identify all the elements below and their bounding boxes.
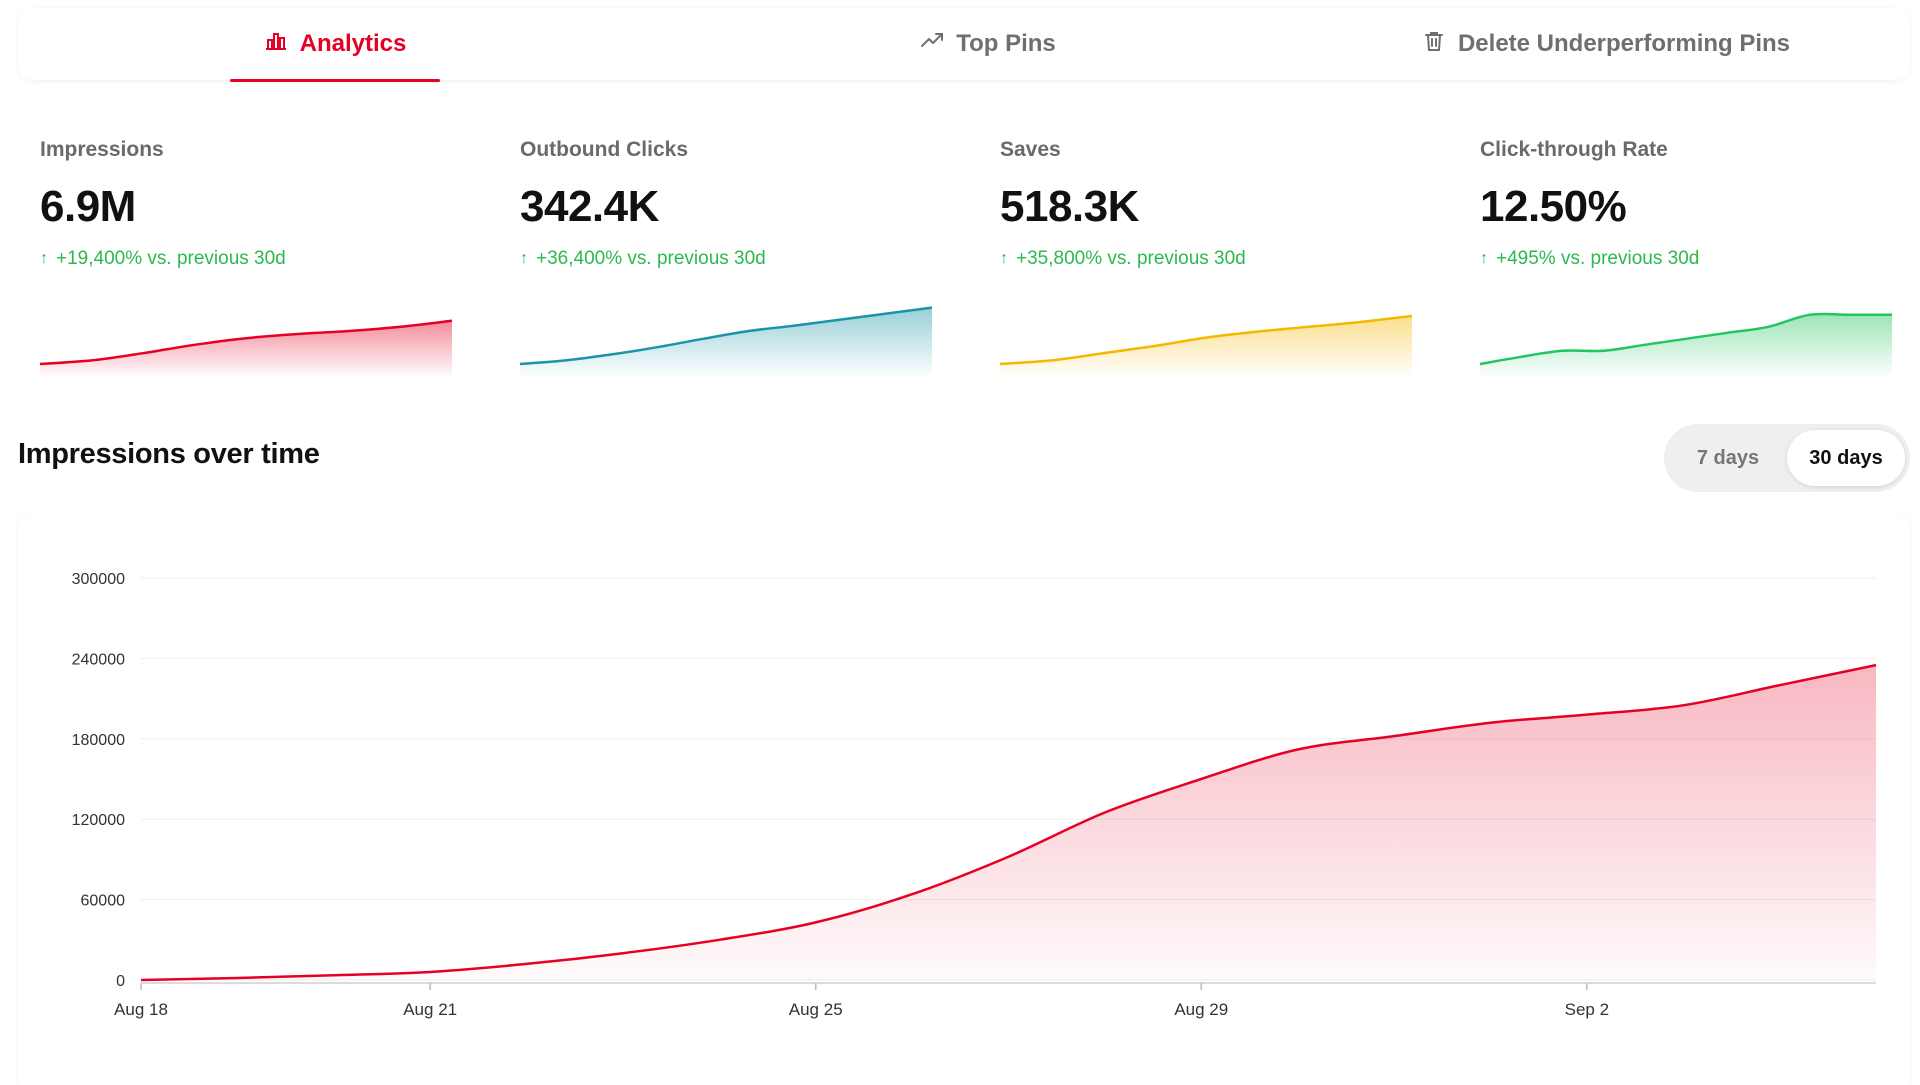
trash-icon <box>1422 29 1446 60</box>
tab-bar: Analytics Top Pins Delete Underperformin… <box>18 8 1910 82</box>
metric-value: 6.9M <box>40 182 136 231</box>
x-tick-label: Aug 18 <box>114 1000 168 1019</box>
metric-label: Click-through Rate <box>1480 138 1668 161</box>
range-7-days-button[interactable]: 7 days <box>1696 446 1760 469</box>
metric-change-text: +36,400% vs. previous 30d <box>536 248 766 269</box>
metric-change: ↑ +495% vs. previous 30d <box>1480 248 1900 270</box>
sparkline <box>1480 312 1892 378</box>
metric-label: Outbound Clicks <box>520 138 688 161</box>
section-title: Impressions over time <box>18 438 320 470</box>
y-tick-label: 0 <box>116 973 125 990</box>
x-tick-label: Sep 2 <box>1565 1000 1609 1019</box>
sparkline-line <box>1000 314 1412 366</box>
metric-change: ↑ +36,400% vs. previous 30d <box>520 248 940 270</box>
arrow-up-icon: ↑ <box>520 250 528 267</box>
arrow-up-icon: ↑ <box>1000 250 1008 267</box>
metric-card-saves: Saves 518.3K ↑ +35,800% vs. previous 30d <box>1000 138 1420 378</box>
x-tick-label: Aug 21 <box>403 1000 457 1019</box>
tab-label: Top Pins <box>956 30 1056 57</box>
tab-label: Delete Underperforming Pins <box>1457 30 1791 57</box>
x-tick-label: Aug 29 <box>1174 1000 1228 1019</box>
tab-top-pins[interactable]: Top Pins <box>898 8 1078 80</box>
metric-change-text: +35,800% vs. previous 30d <box>1016 248 1246 269</box>
y-tick-label: 60000 <box>81 893 126 910</box>
metric-value: 518.3K <box>1000 182 1139 231</box>
metric-label: Saves <box>1000 138 1061 161</box>
tab-label: Analytics <box>299 30 407 57</box>
metric-card-impressions: Impressions 6.9M ↑ +19,400% vs. previous … <box>40 138 460 378</box>
arrow-up-icon: ↑ <box>1480 250 1488 267</box>
sparkline-line <box>520 306 932 366</box>
metric-value: 12.50% <box>1480 182 1627 231</box>
y-tick-label: 120000 <box>72 812 125 829</box>
tab-delete-underperforming-pins[interactable]: Delete Underperforming Pins <box>1416 8 1796 80</box>
x-tick-label: Aug 25 <box>789 1000 843 1019</box>
y-tick-label: 240000 <box>72 651 125 668</box>
sparkline <box>1000 314 1412 378</box>
metric-label: Impressions <box>40 138 164 161</box>
range-toggle: 7 days 30 days <box>1664 424 1910 492</box>
metric-change: ↑ +35,800% vs. previous 30d <box>1000 248 1420 270</box>
sparkline <box>40 319 452 378</box>
sparkline-area <box>520 307 932 378</box>
metric-change-text: +495% vs. previous 30d <box>1496 248 1700 269</box>
sparkline <box>520 306 932 378</box>
tab-analytics[interactable]: Analytics <box>230 8 440 82</box>
sparkline-area <box>40 320 452 378</box>
range-30-days-button[interactable]: 30 days <box>1787 430 1905 486</box>
sparkline-area <box>1000 316 1412 378</box>
metric-card-outbound-clicks: Outbound Clicks 342.4K ↑ +36,400% vs. pre… <box>520 138 940 378</box>
arrow-up-icon: ↑ <box>40 250 48 267</box>
metric-card-click-through-rate: Click-through Rate 12.50% ↑ +495% vs. pre… <box>1480 138 1900 378</box>
impressions-area <box>141 665 1876 980</box>
sparkline-line <box>1480 312 1892 366</box>
sparkline-line <box>40 319 452 366</box>
metric-change-text: +19,400% vs. previous 30d <box>56 248 286 269</box>
impressions-chart: 0 60000 120000 180000 240000 300000 Aug 18 Aug … <box>72 571 1877 1019</box>
y-tick-label: 180000 <box>72 732 125 749</box>
chart-card: 0 60000 120000 180000 240000 300000 Aug 18 Aug … <box>18 513 1910 1085</box>
impressions-line <box>140 663 1877 982</box>
bar-chart-icon <box>264 29 288 60</box>
trending-up-icon <box>920 29 944 60</box>
y-tick-label: 300000 <box>72 571 125 588</box>
sparkline-area <box>1480 313 1892 378</box>
metric-change: ↑ +19,400% vs. previous 30d <box>40 248 460 270</box>
metric-value: 342.4K <box>520 182 659 231</box>
